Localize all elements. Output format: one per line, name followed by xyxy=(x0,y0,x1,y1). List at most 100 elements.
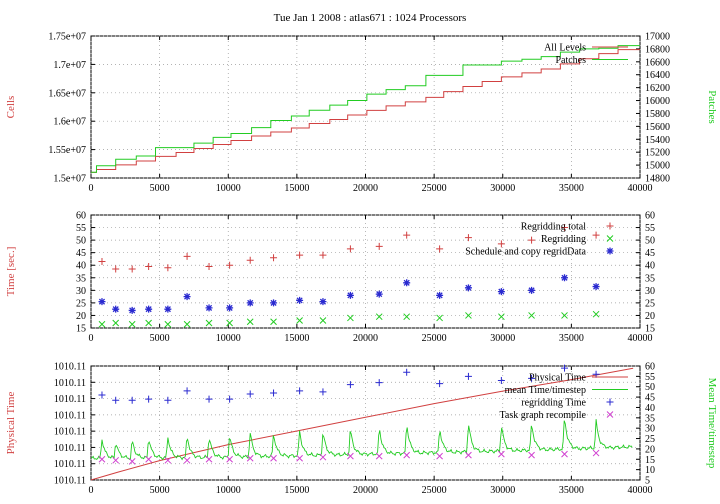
series-schedule-copy-point xyxy=(436,291,444,299)
y-tick-label: 45 xyxy=(76,248,86,259)
series-task-graph-point xyxy=(226,455,233,463)
y-tick-label: 50 xyxy=(76,236,86,247)
legend-label: All Levels xyxy=(544,43,586,54)
x-tick-label: 10000 xyxy=(216,485,241,496)
x-tick-label: 30000 xyxy=(490,333,515,344)
series-regridding-point xyxy=(164,320,172,328)
y2-tick-label: 30 xyxy=(645,286,655,297)
y-tick-label: 1.5e+07 xyxy=(53,174,86,185)
series-regridding-total-point xyxy=(205,262,213,270)
y2-tick-label: 15 xyxy=(645,455,655,466)
series-regridding-total-point xyxy=(145,262,153,270)
series-regridding-total-point xyxy=(98,257,106,265)
series-regridding-time-point xyxy=(270,389,278,397)
legend-label: Regridding xyxy=(541,234,586,245)
grid-layer xyxy=(90,35,641,481)
series-regridding-time-point xyxy=(112,396,120,404)
legend-label: Regridding total xyxy=(521,222,586,233)
series-regridding-time-point xyxy=(528,374,536,382)
series-task-graph-point xyxy=(319,453,327,461)
series-schedule-copy-point xyxy=(98,298,106,306)
y2-tick-label: 14800 xyxy=(645,174,670,185)
y2-tick-label: 16800 xyxy=(645,44,670,55)
y-tick-label: 55 xyxy=(76,223,86,234)
x-tick-label: 15000 xyxy=(284,485,309,496)
y-tick-label: 1010.11 xyxy=(54,410,86,421)
series-regridding-point xyxy=(528,312,535,319)
y2-tick-label: 20 xyxy=(645,311,655,322)
y2-tick-label: 16200 xyxy=(645,83,670,94)
series-schedule-copy-point xyxy=(528,286,536,294)
series-regridding-point xyxy=(498,313,505,321)
y2-tick-label: 55 xyxy=(645,372,655,383)
series-regridding-total-point xyxy=(296,251,304,259)
series-task-graph-point xyxy=(465,451,472,459)
figure-title: Tue Jan 1 2008 : atlas671 : 1024 Process… xyxy=(274,12,467,24)
series-regridding-time-point xyxy=(296,387,304,395)
x-tick-label: 0 xyxy=(89,333,94,344)
y2-tick-label: 15800 xyxy=(645,109,670,120)
y-tick-label: 25 xyxy=(76,298,86,309)
legend-label: regridding Time xyxy=(521,398,586,409)
y2-tick-label: 15000 xyxy=(645,161,670,172)
x-tick-label: 10000 xyxy=(216,183,241,194)
y2-tick-label: 15 xyxy=(645,324,655,335)
series-regridding-time-point xyxy=(319,388,327,396)
series-regridding-point xyxy=(465,312,472,319)
legend-marker xyxy=(606,247,614,255)
x-tick-label: 0 xyxy=(89,485,94,496)
series-regridding-total-point xyxy=(528,236,536,244)
series-schedule-copy-point xyxy=(226,304,234,312)
series-regridding-time-point xyxy=(497,377,505,385)
series-schedule-copy-point xyxy=(403,279,411,287)
series-task-graph-point xyxy=(246,454,254,462)
x-tick-label: 15000 xyxy=(284,183,309,194)
series-regridding-total-point xyxy=(403,231,411,239)
series-task-graph-point xyxy=(498,450,505,458)
y2-tick-label: 30 xyxy=(645,424,655,435)
y-tick-label: 1010.11 xyxy=(54,476,86,487)
series-schedule-copy-point xyxy=(375,290,383,298)
series-regridding-total-point xyxy=(497,240,505,248)
legend-marker xyxy=(606,222,614,230)
series-task-graph-point xyxy=(145,455,152,463)
y2-tick-label: 55 xyxy=(645,223,655,234)
series-task-graph-point xyxy=(592,449,600,457)
series-schedule-copy-point xyxy=(183,293,191,301)
series-regridding-point xyxy=(347,314,354,322)
x-tick-label: 40000 xyxy=(628,485,653,496)
x-tick-label: 35000 xyxy=(559,485,584,496)
data-layer xyxy=(90,45,640,481)
x-tick-label: 10000 xyxy=(216,333,241,344)
legend-label: Task graph recompile xyxy=(500,410,587,421)
series-schedule-copy-point xyxy=(164,305,172,313)
series-regridding-point xyxy=(112,319,120,327)
y2-tick-label: 25 xyxy=(645,434,655,445)
x-tick-label: 15000 xyxy=(284,333,309,344)
series-physical-time-line xyxy=(90,367,634,481)
series-regridding-point xyxy=(403,313,411,321)
y2-tick-label: 5 xyxy=(645,476,650,487)
series-regridding-time-point xyxy=(561,364,569,372)
series-task-graph-point xyxy=(128,457,136,465)
x-tick-label: 5000 xyxy=(150,333,170,344)
series-task-graph-point xyxy=(270,454,277,462)
x-tick-label: 30000 xyxy=(490,485,515,496)
y2-tick-label: 16000 xyxy=(645,96,670,107)
y2-tick-label: 25 xyxy=(645,298,655,309)
x-tick-label: 5000 xyxy=(150,183,170,194)
x-tick-label: 20000 xyxy=(353,485,378,496)
series-task-graph-point xyxy=(347,452,354,460)
y-tick-label: 1010.11 xyxy=(54,362,86,373)
series-schedule-copy-point xyxy=(296,296,304,304)
series-regridding-total-point xyxy=(164,264,172,272)
series-regridding-time-point xyxy=(183,387,191,395)
series-patches-line xyxy=(91,45,640,173)
y-tick-label: 35 xyxy=(76,273,86,284)
y-axis-label: Cells xyxy=(5,96,17,119)
series-regridding-point xyxy=(296,317,303,324)
series-regridding-time-point xyxy=(145,395,153,403)
series-schedule-copy-point xyxy=(464,284,472,292)
series-regridding-point xyxy=(436,314,443,322)
y-tick-label: 1010.11 xyxy=(54,443,86,454)
